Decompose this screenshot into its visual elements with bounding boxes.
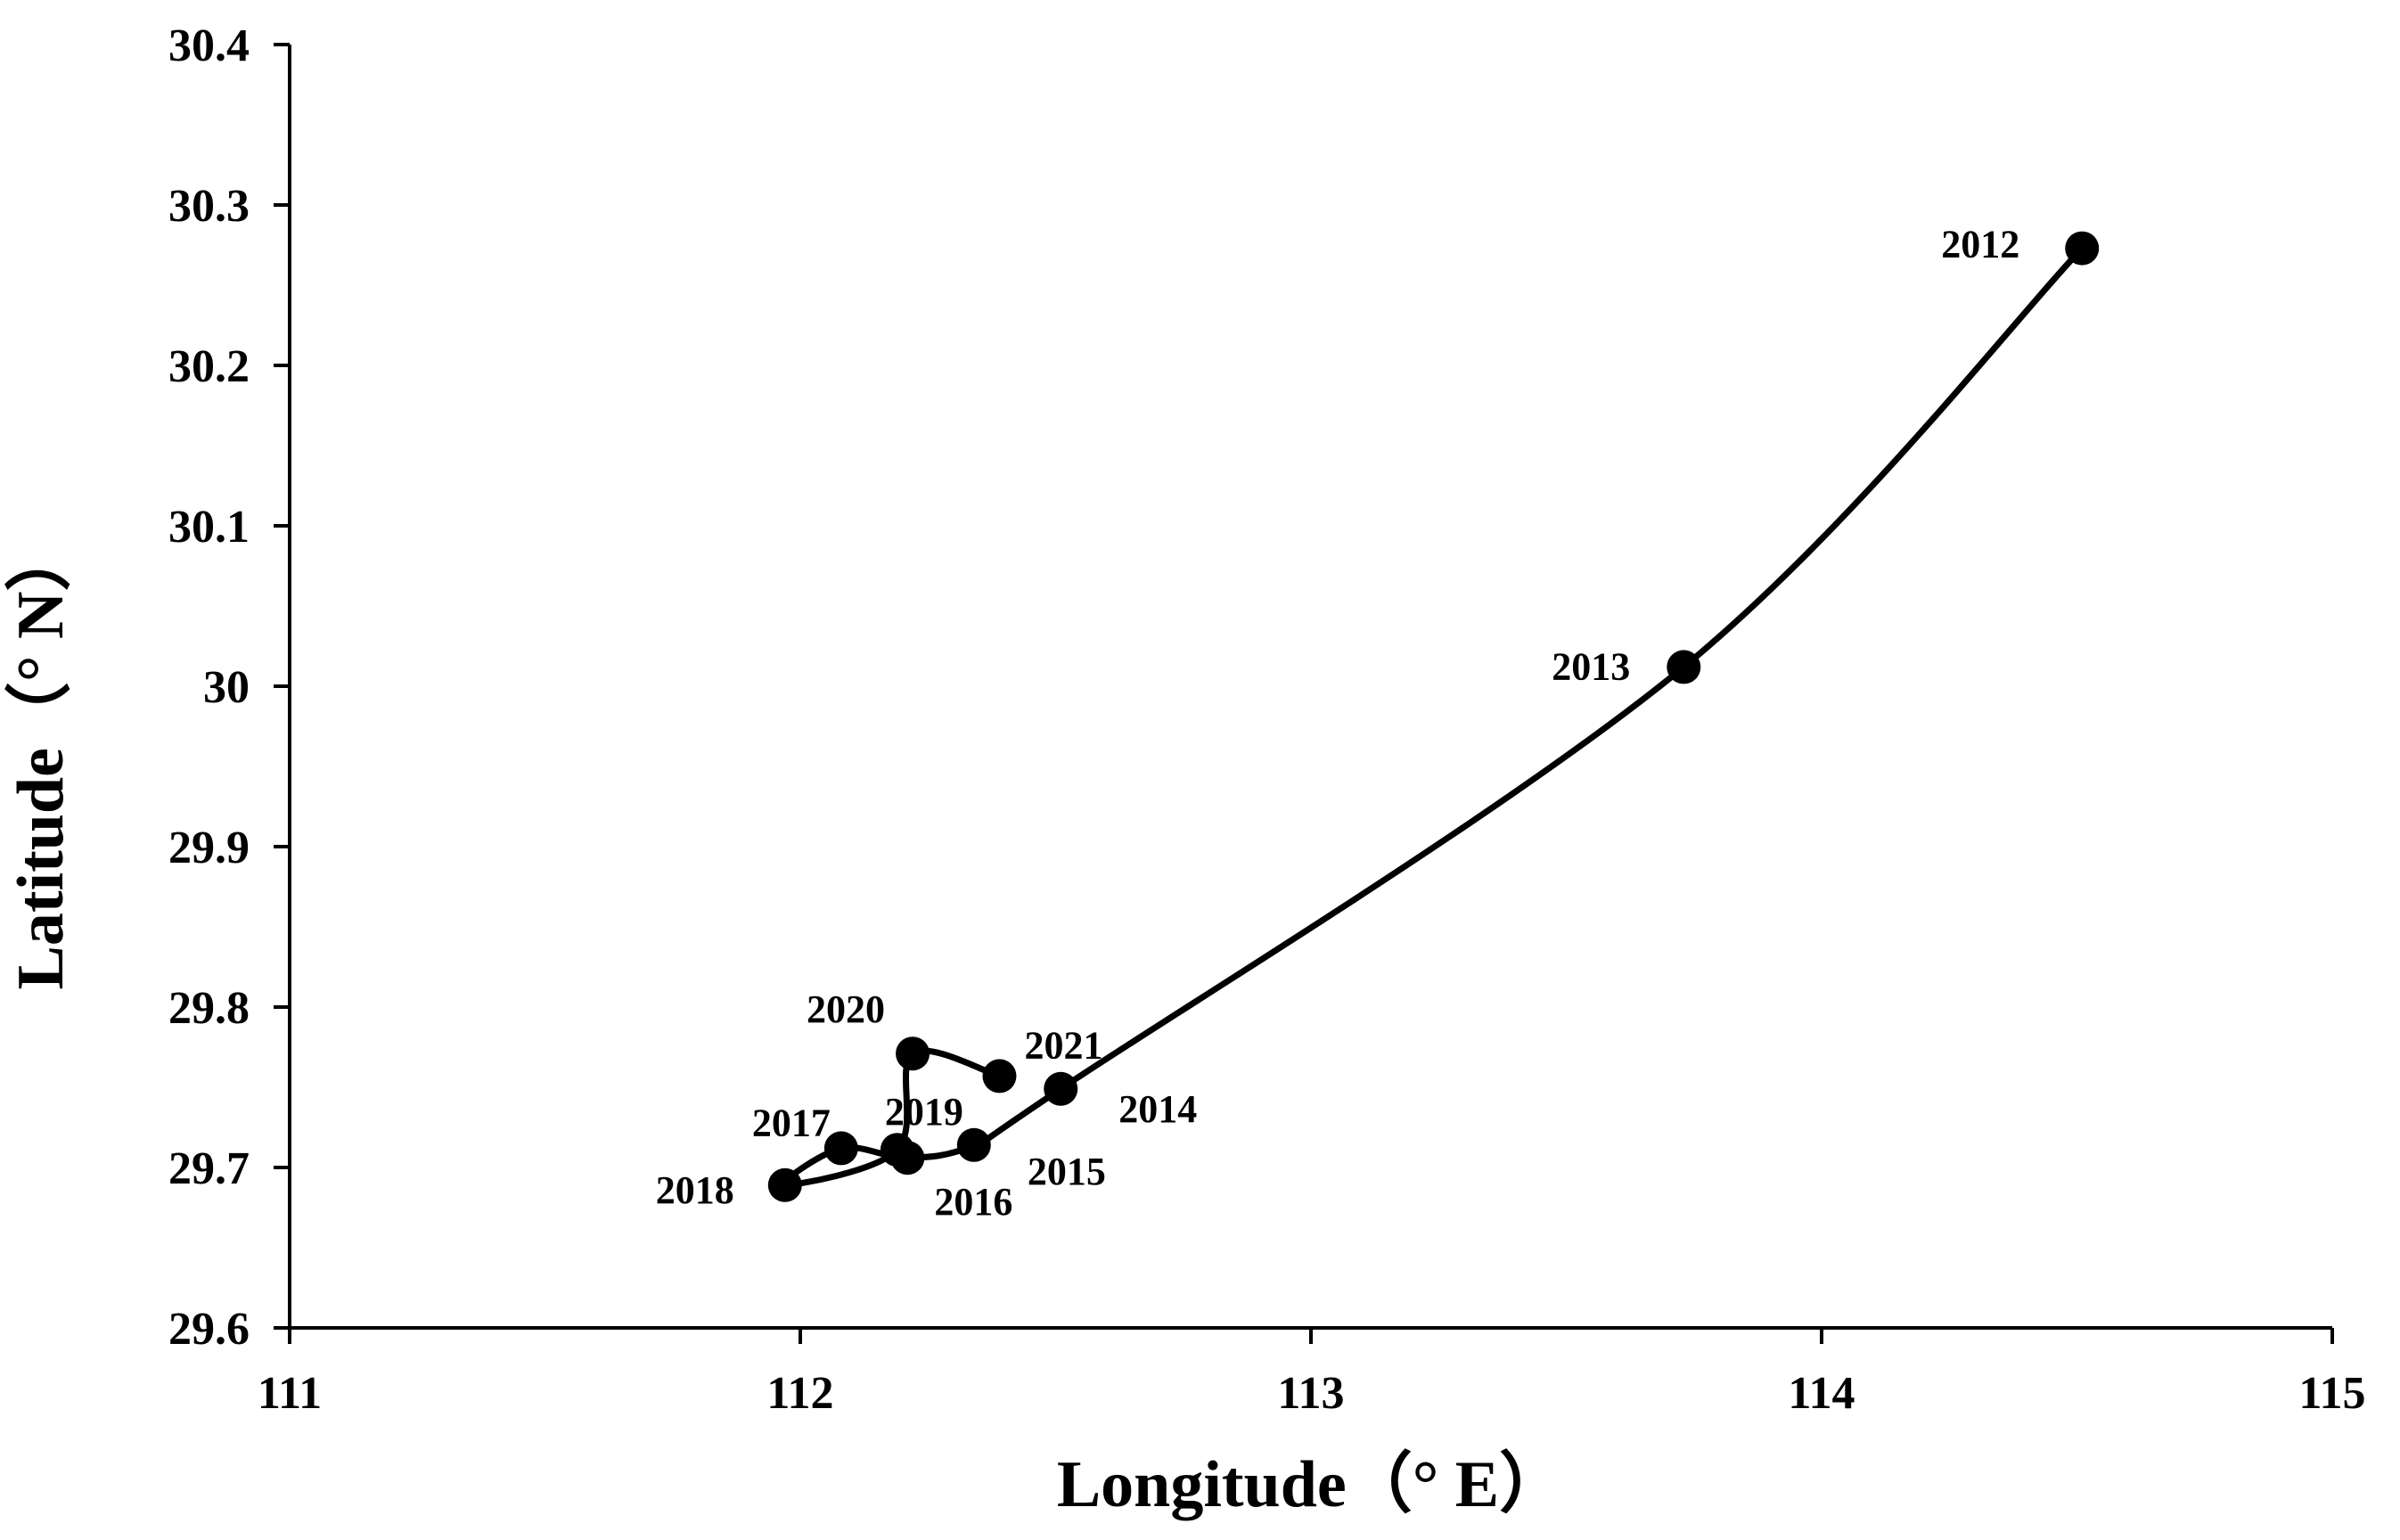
chart-tick-labels: 111 112 113 114 115 29.6 29.7 29.8 29.9 30 30.1 30.… xyxy=(168,20,2366,1419)
data-point-marker xyxy=(2065,231,2100,266)
data-point-marker xyxy=(1667,650,1701,684)
data-point-marker xyxy=(1044,1071,1078,1106)
y-tick-label: 29.7 xyxy=(168,1143,250,1194)
data-point-label: 2019 xyxy=(885,1090,963,1134)
y-tick-label: 30.3 xyxy=(168,181,250,232)
chart-axes xyxy=(274,43,2334,1344)
x-tick-label: 112 xyxy=(766,1368,833,1419)
y-tick-label: 30 xyxy=(203,662,250,713)
x-tick-label: 115 xyxy=(2298,1368,2365,1419)
data-point-marker xyxy=(982,1059,1017,1094)
y-axis-title: Latitude（° N） xyxy=(4,526,78,990)
chart-series xyxy=(767,231,2100,1202)
data-point-label: 2013 xyxy=(1552,644,1630,688)
x-axis-title: Longitude（° E） xyxy=(1057,1448,1565,1521)
data-point-label: 2014 xyxy=(1118,1087,1197,1131)
data-point-marker xyxy=(823,1131,858,1166)
y-tick-label: 30.4 xyxy=(168,20,250,71)
x-tick-label: 111 xyxy=(258,1368,322,1419)
data-point-label: 2015 xyxy=(1028,1150,1106,1193)
x-tick-label: 114 xyxy=(1788,1368,1855,1419)
data-point-label: 2020 xyxy=(807,987,885,1031)
data-point-label: 2016 xyxy=(934,1180,1012,1224)
y-tick-label: 29.9 xyxy=(168,823,250,873)
y-tick-label: 30.1 xyxy=(168,502,250,553)
data-point-marker xyxy=(767,1167,802,1202)
chart-point-labels: 2012 2013 2014 2015 2016 2017 2018 2019 2020 2021 xyxy=(656,223,2019,1225)
data-point-label: 2017 xyxy=(752,1101,831,1144)
data-point-label: 2021 xyxy=(1024,1023,1102,1067)
y-tick-label: 30.2 xyxy=(168,341,250,392)
data-point-label: 2012 xyxy=(1941,223,2019,266)
y-tick-label: 29.6 xyxy=(168,1304,250,1355)
data-point-marker xyxy=(956,1127,991,1162)
y-tick-label: 29.8 xyxy=(168,983,250,1034)
series-line xyxy=(780,246,2085,1189)
data-point-marker xyxy=(896,1036,930,1071)
x-tick-label: 113 xyxy=(1277,1368,1344,1419)
data-point-label: 2018 xyxy=(656,1168,734,1212)
data-point-marker xyxy=(880,1133,914,1167)
